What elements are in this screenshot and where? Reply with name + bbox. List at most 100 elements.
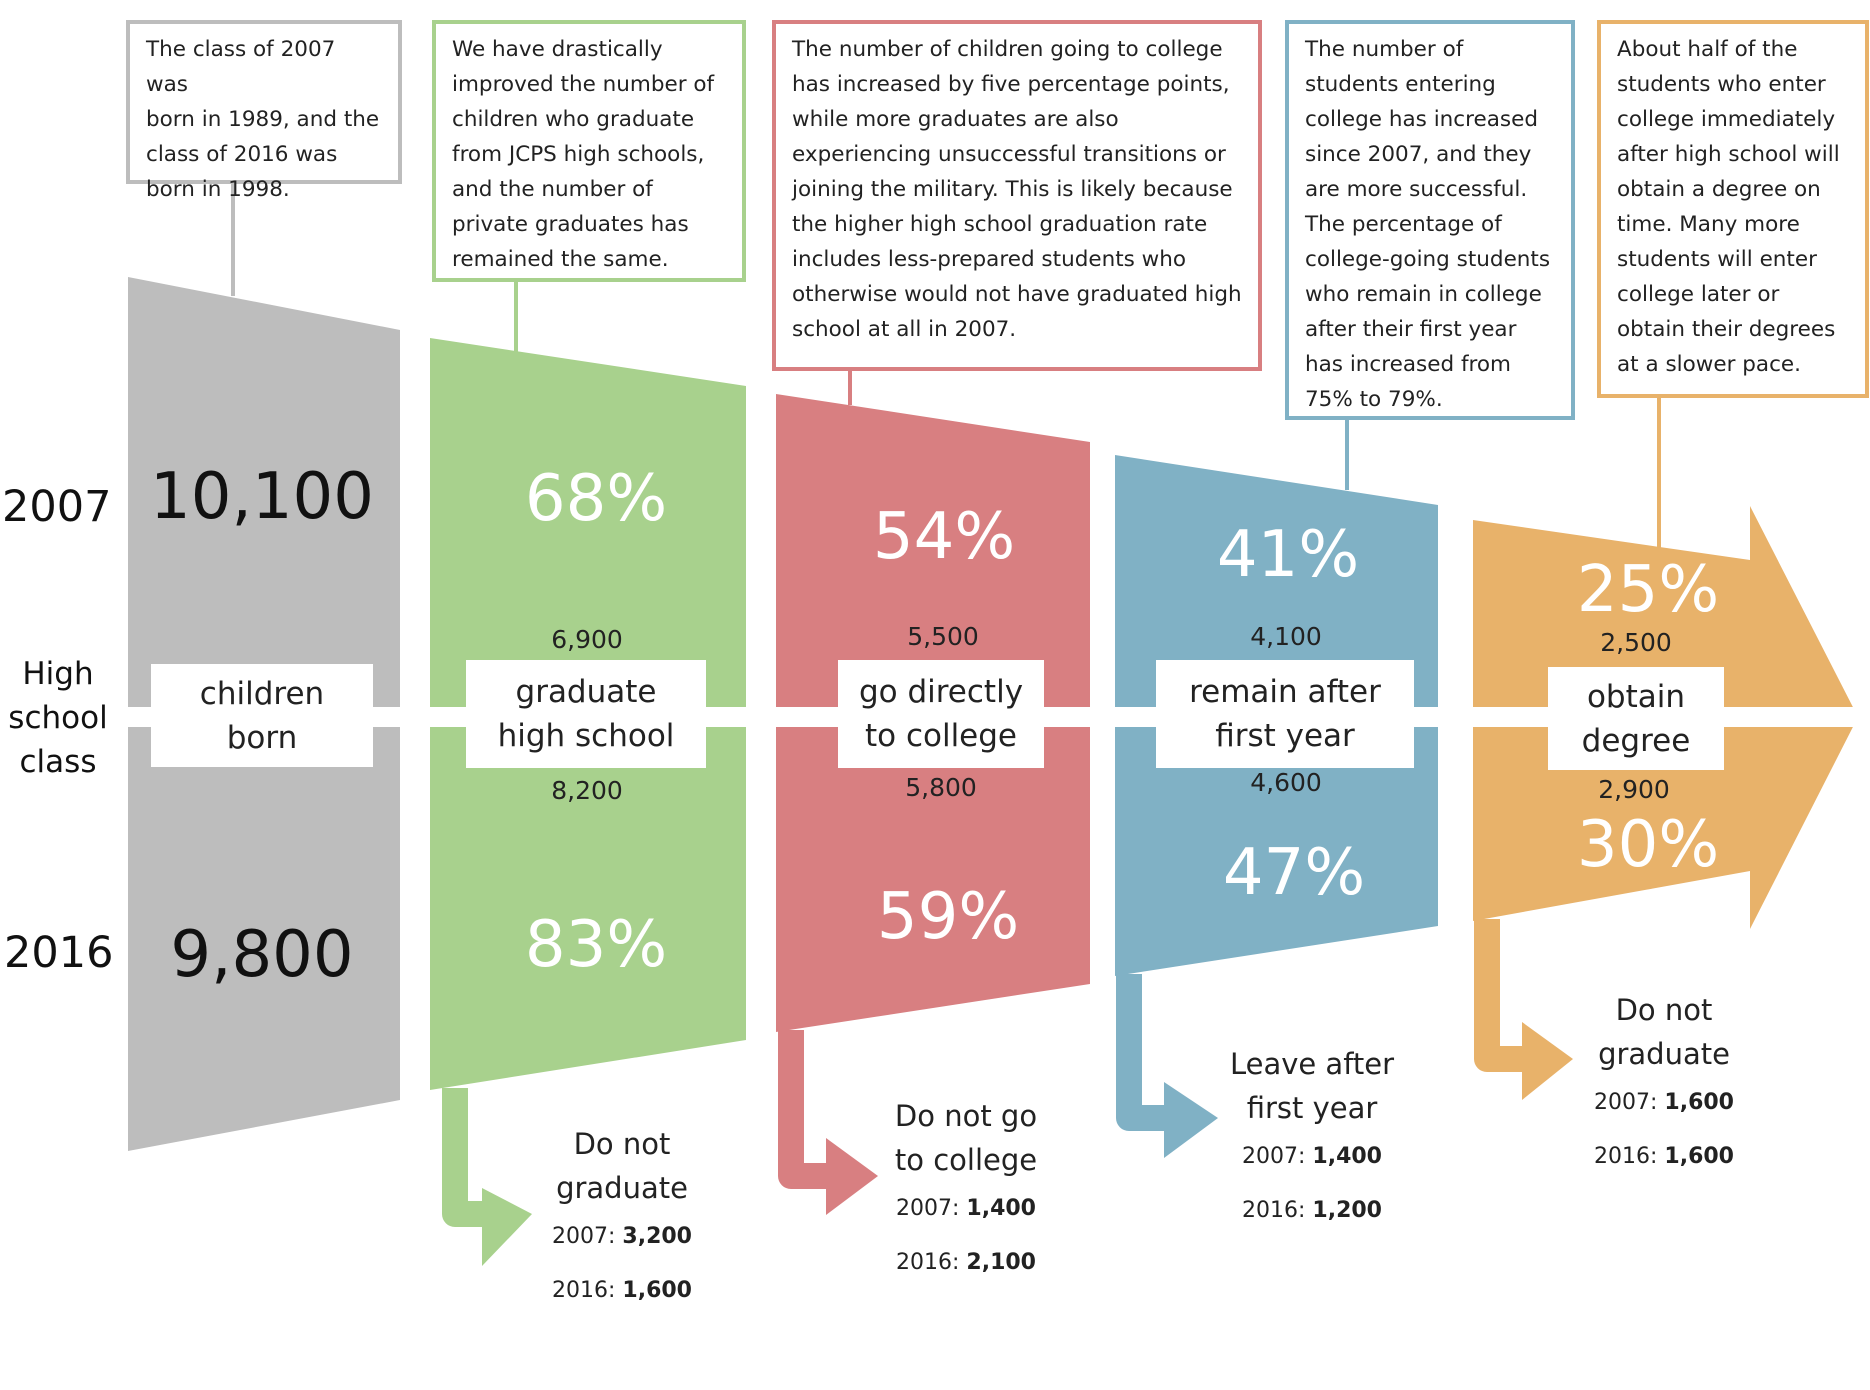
note-line: has increased by five percentage points, (792, 72, 1230, 97)
stage-label-line: first year (1215, 718, 1355, 754)
note-line: obtain a degree on (1617, 177, 1821, 202)
note-line: The class of 2007 was (146, 37, 336, 97)
note-line: from JCPS high schools, (452, 142, 705, 167)
note-line: experiencing unsuccessful transitions or (792, 142, 1226, 167)
note-line: school at all in 2007. (792, 317, 1017, 342)
note-degree: About half of the students who enter col… (1597, 20, 1869, 398)
graduate-pct-2016: 83% (524, 908, 668, 982)
children-born-2016: 9,800 (170, 918, 354, 992)
exit-row-2007: 2007: 3,200 (552, 1210, 692, 1264)
exit-year: 2016: (1594, 1144, 1658, 1169)
note-line: time. Many more (1617, 212, 1800, 237)
note-line: college has increased (1305, 107, 1538, 132)
note-persistence: The number of students entering college … (1285, 20, 1575, 420)
stage-label-children-born: children born (151, 664, 373, 767)
note-line: About half of the (1617, 37, 1798, 62)
graduate-count-2016: 8,200 (551, 776, 623, 805)
exit-arrow-1 (442, 1088, 532, 1266)
exit-year: 2016: (895, 1250, 960, 1275)
exit-year: 2016: (552, 1278, 616, 1303)
note-line: born in 1998. (146, 177, 290, 202)
note-line: at a slower pace. (1617, 352, 1801, 377)
note-line: private graduates has (452, 212, 689, 237)
exit-arrow-4 (1474, 919, 1573, 1100)
stage-label-line: go directly (858, 674, 1024, 710)
note-graduation: We have drastically improved the number … (432, 20, 746, 282)
class-label-line: school (8, 700, 108, 736)
note-line: includes less-prepared students who (792, 247, 1187, 272)
stage-label-line: graduate (515, 674, 657, 710)
exit-row-2016: 2016: 1,600 (552, 1264, 692, 1318)
stage-label-line: born (226, 719, 298, 756)
note-line: are more successful. (1305, 177, 1528, 202)
exit-year: 2007: (895, 1196, 960, 1221)
college-count-2007: 5,500 (907, 622, 979, 651)
exit-value: 1,200 (1312, 1198, 1382, 1223)
degree-count-2016: 2,900 (1598, 775, 1670, 804)
class-label-line: class (19, 744, 97, 780)
graduate-count-2007: 6,900 (551, 625, 623, 654)
degree-pct-2016: 30% (1576, 808, 1720, 882)
note-line: who remain in college (1305, 282, 1542, 307)
note-line: obtain their degrees (1617, 317, 1836, 342)
exit-title-line: Do not (1615, 993, 1713, 1027)
note-line: remained the same. (452, 247, 669, 272)
high-school-class-label: High school class (0, 652, 116, 784)
graduate-pct-2007: 68% (524, 462, 668, 536)
college-pct-2016: 59% (876, 880, 1020, 954)
exit-title: Do not graduate (1594, 988, 1734, 1076)
note-college-going: The number of children going to college … (772, 20, 1262, 371)
remain-pct-2007: 41% (1216, 518, 1360, 592)
stage-label-remain: remain after first year (1156, 660, 1414, 768)
note-line: students who enter (1617, 72, 1826, 97)
stage-label-line: to college (864, 718, 1018, 754)
note-line: while more graduates are also (792, 107, 1119, 132)
exit-row-2007: 2007: 1,400 (1230, 1130, 1394, 1184)
exit-title: Do not graduate (552, 1122, 692, 1210)
exit-year: 2016: (1242, 1198, 1306, 1223)
remain-count-2007: 4,100 (1250, 622, 1322, 651)
stage-label-line: remain after (1189, 674, 1381, 710)
note-line: college later or (1617, 282, 1780, 307)
note-line: college-going students (1305, 247, 1551, 272)
exit-title: Do not go to college (895, 1094, 1037, 1182)
stage-label-degree: obtain degree (1548, 667, 1724, 770)
note-line: and the number of (452, 177, 653, 202)
exit-value: 2,100 (966, 1250, 1036, 1275)
exit-value: 1,600 (1664, 1144, 1734, 1169)
exit-title-line: first year (1246, 1091, 1378, 1125)
exit-value: 1,400 (1312, 1144, 1382, 1169)
college-count-2016: 5,800 (905, 773, 977, 802)
exit-row-2007: 2007: 1,600 (1594, 1076, 1734, 1130)
note-line: the higher high school graduation rate (792, 212, 1208, 237)
stage-label-line: high school (497, 718, 675, 754)
exit-do-not-graduate-hs: Do not graduate 2007: 3,200 2016: 1,600 (552, 1122, 692, 1318)
stage-label-college: go directly to college (838, 660, 1044, 768)
note-line: 75% to 79%. (1305, 387, 1443, 412)
class-label-line: High (22, 656, 94, 692)
stage-label-graduate: graduate high school (466, 660, 706, 768)
note-line: The number of children going to college (792, 37, 1223, 62)
year-label-2007: 2007 (2, 482, 112, 532)
note-line: We have drastically (452, 37, 663, 62)
exit-value: 1,600 (1664, 1090, 1734, 1115)
exit-do-not-graduate-college: Do not graduate 2007: 1,600 2016: 1,600 (1594, 988, 1734, 1184)
exit-row-2016: 2016: 1,600 (1594, 1130, 1734, 1184)
stage-label-line: obtain (1586, 678, 1686, 715)
exit-row-2016: 2016: 1,200 (1230, 1184, 1394, 1238)
exit-leave-after-first-year: Leave after first year 2007: 1,400 2016:… (1230, 1042, 1394, 1238)
note-line: improved the number of (452, 72, 715, 97)
note-line: has increased from (1305, 352, 1511, 377)
exit-title-line: graduate (556, 1171, 688, 1205)
exit-arrow-2 (778, 1030, 878, 1215)
exit-title-line: Do not (573, 1127, 671, 1161)
exit-title: Leave after first year (1230, 1042, 1394, 1130)
note-line: after high school will (1617, 142, 1840, 167)
note-line: class of 2016 was (146, 142, 338, 167)
exit-value: 3,200 (622, 1224, 692, 1249)
note-line: since 2007, and they (1305, 142, 1532, 167)
note-line: college immediately (1617, 107, 1836, 132)
note-line: The number of (1305, 37, 1464, 62)
exit-row-2016: 2016: 2,100 (895, 1236, 1037, 1290)
